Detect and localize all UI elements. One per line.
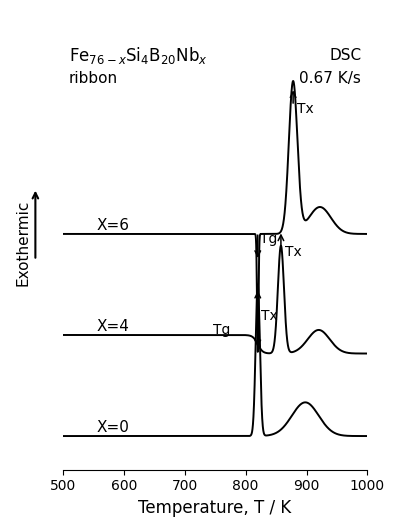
Text: 0.67 K/s: 0.67 K/s [300,71,361,87]
Text: Tg: Tg [260,232,278,246]
Text: X=6: X=6 [96,218,129,233]
Text: Tx: Tx [284,245,301,260]
Text: Tg: Tg [213,323,230,337]
Text: ribbon: ribbon [69,71,118,87]
X-axis label: Temperature, T / K: Temperature, T / K [138,499,292,517]
Text: Exothermic: Exothermic [16,199,31,286]
Text: DSC: DSC [329,48,361,63]
Text: Tx: Tx [262,310,278,323]
Text: X=4: X=4 [96,319,129,334]
Text: Fe$_{76-x}$Si$_4$B$_{20}$Nb$_x$: Fe$_{76-x}$Si$_4$B$_{20}$Nb$_x$ [69,45,208,66]
Text: Tx: Tx [297,102,314,117]
Text: X=0: X=0 [96,420,129,435]
